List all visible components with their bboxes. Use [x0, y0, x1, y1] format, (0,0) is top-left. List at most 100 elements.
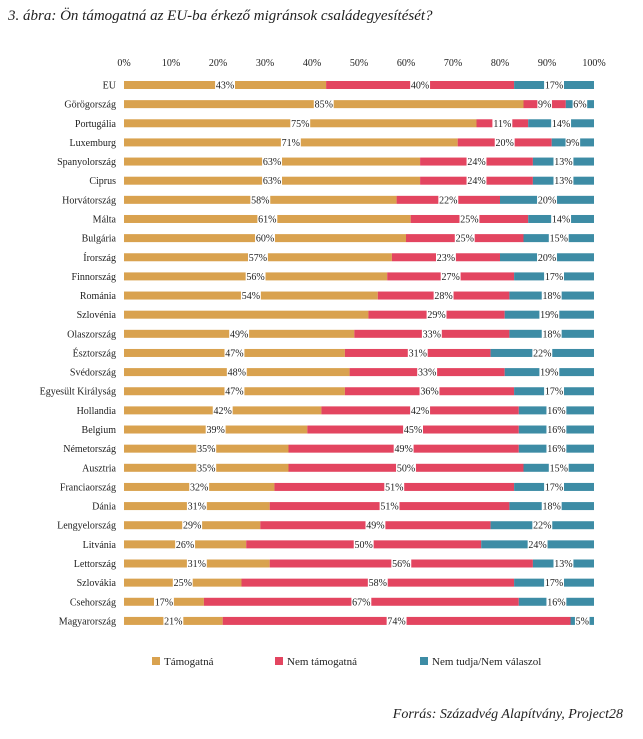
x-tick-label: 100% [582, 58, 605, 69]
data-label: 51% [385, 482, 403, 493]
category-label: Észtország [73, 347, 116, 359]
data-label-background [548, 232, 569, 245]
data-label-background [539, 366, 560, 379]
data-label: 61% [258, 214, 276, 225]
data-label-background [163, 614, 184, 627]
data-label: 13% [554, 157, 572, 168]
data-label-background [212, 404, 233, 417]
data-label-background [527, 538, 548, 551]
data-label-background [262, 155, 282, 168]
data-label-background [544, 270, 564, 283]
data-label-background [391, 557, 412, 570]
data-label: 31% [188, 502, 206, 513]
data-label-background [367, 576, 388, 589]
category-label: Egyesült Királyság [40, 387, 116, 398]
data-label: 36% [420, 387, 438, 398]
data-label-background [353, 538, 374, 551]
data-label-background [182, 519, 203, 532]
data-label: 40% [411, 81, 429, 92]
data-label-background [172, 576, 193, 589]
legend-label: Támogatná [164, 656, 214, 668]
data-label: 42% [214, 406, 232, 417]
data-label-background [459, 212, 480, 225]
data-label-background [546, 595, 567, 608]
category-label: Románia [80, 291, 117, 302]
data-label-background [240, 289, 261, 302]
x-tick-label: 0% [117, 58, 130, 69]
x-tick-label: 60% [397, 58, 415, 69]
category-label: Lettország [74, 559, 116, 570]
chart-title: 3. ábra: Ön támogatná az EU-ba érkező mi… [8, 8, 433, 24]
legend-label: Nem támogatná [287, 656, 357, 668]
data-label-background [215, 79, 235, 91]
data-label: 17% [545, 387, 563, 398]
data-label-background [379, 500, 400, 513]
category-label: Málta [93, 214, 117, 225]
data-label: 22% [533, 348, 551, 359]
data-label: 49% [366, 521, 384, 532]
x-tick-label: 80% [491, 58, 509, 69]
data-label: 17% [545, 578, 563, 589]
data-label: 33% [418, 368, 436, 379]
data-label-background [255, 232, 275, 245]
legend-swatch [275, 657, 283, 665]
data-label-background [186, 557, 207, 570]
category-label: Horvátország [62, 195, 116, 206]
category-label: Csehország [70, 597, 116, 608]
data-label-background [466, 174, 487, 187]
data-label-background [313, 98, 334, 111]
data-label-background [393, 442, 414, 455]
x-tick-label: 10% [162, 58, 180, 69]
data-label: 16% [547, 425, 565, 436]
category-label: Ausztria [82, 463, 116, 474]
data-label-background [351, 595, 372, 608]
data-label: 25% [460, 214, 478, 225]
data-label: 14% [552, 119, 570, 130]
data-label: 17% [545, 482, 563, 493]
data-label-background [396, 461, 416, 474]
data-label-background [541, 500, 562, 513]
data-label: 14% [552, 214, 570, 225]
data-label-background [532, 346, 553, 359]
data-label: 13% [554, 559, 572, 570]
data-label: 56% [392, 559, 410, 570]
data-label: 74% [387, 616, 405, 627]
data-label-background [551, 117, 572, 130]
data-label: 49% [230, 329, 248, 340]
data-label: 22% [439, 195, 457, 206]
data-label-background [175, 538, 196, 551]
category-label: Magyarország [59, 616, 116, 627]
category-label: Dánia [92, 502, 116, 513]
data-label: 31% [409, 348, 427, 359]
data-label-background [539, 308, 560, 321]
data-label-background [248, 251, 268, 264]
data-label-background [544, 576, 564, 589]
data-label: 32% [190, 482, 208, 493]
category-label: Ciprus [89, 176, 116, 187]
legend-swatch [152, 657, 160, 665]
data-label: 16% [547, 406, 565, 417]
data-label: 18% [543, 291, 561, 302]
data-label: 20% [538, 253, 556, 264]
data-label-background [572, 98, 588, 111]
data-label-background [494, 136, 515, 149]
data-label: 63% [263, 157, 281, 168]
data-label-background [290, 117, 311, 130]
data-label-background [544, 79, 564, 91]
data-label: 58% [369, 578, 387, 589]
data-label: 9% [538, 100, 551, 111]
data-label: 17% [545, 81, 563, 92]
data-label: 49% [394, 444, 412, 455]
data-label-background [205, 423, 226, 436]
data-label-background [257, 212, 278, 225]
data-label: 19% [540, 310, 558, 321]
data-label: 27% [441, 272, 459, 283]
data-label: 24% [528, 540, 546, 551]
data-label: 19% [540, 368, 558, 379]
data-label-background [421, 327, 442, 340]
data-label: 43% [216, 81, 234, 92]
data-label-background [454, 232, 475, 245]
x-tick-label: 50% [350, 58, 368, 69]
data-label: 45% [404, 425, 422, 436]
category-label: Olaszország [67, 329, 116, 340]
